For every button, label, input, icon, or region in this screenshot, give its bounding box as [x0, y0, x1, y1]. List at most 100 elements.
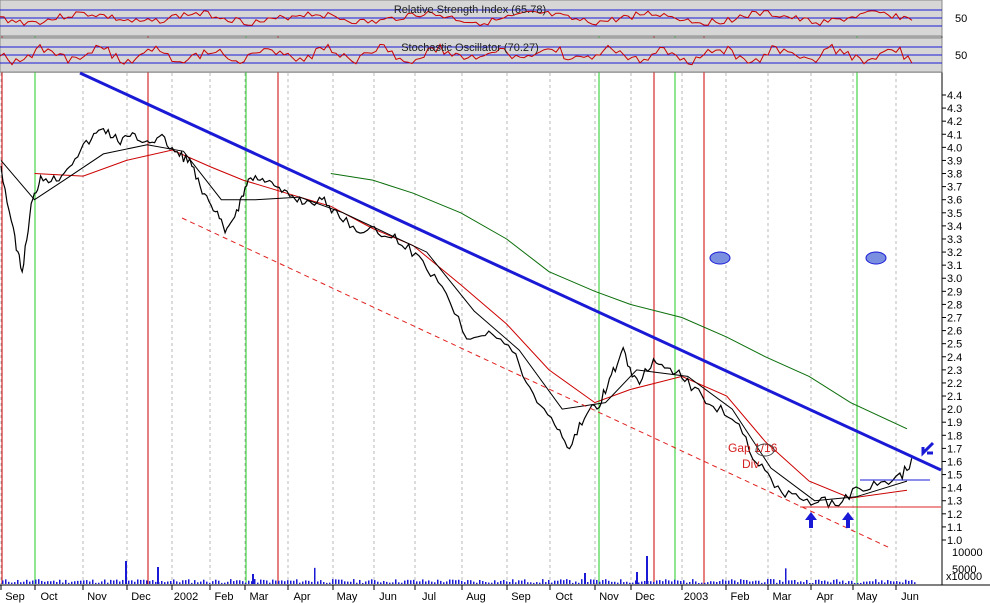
volume-bar	[356, 582, 358, 584]
x-tick-label: 2003	[684, 591, 708, 603]
volume-bar	[665, 579, 667, 584]
volume-bar	[401, 582, 403, 584]
x-tick-label: Mar	[773, 591, 792, 603]
volume-bar	[157, 567, 159, 584]
volume-bar	[740, 579, 742, 584]
volume-bar	[674, 579, 676, 584]
volume-bar	[623, 582, 625, 584]
volume-bar	[110, 579, 112, 584]
volume-bar	[29, 581, 31, 584]
y-tick-label: 4.0	[947, 142, 962, 154]
volume-bar	[560, 579, 562, 584]
volume-bar	[431, 581, 433, 584]
volume-bar	[875, 579, 877, 584]
volume-bar	[275, 580, 277, 584]
volume-bar	[476, 582, 478, 584]
volume-bar	[572, 582, 574, 584]
volume-bar	[599, 581, 601, 584]
volume-bar	[902, 582, 904, 584]
volume-bar	[869, 581, 871, 584]
volume-bar	[659, 580, 661, 584]
volume-bar	[851, 580, 853, 584]
volume-bar	[287, 580, 289, 584]
volume-bar	[506, 581, 508, 584]
volume-bar	[299, 582, 301, 584]
volume-bar	[782, 581, 784, 584]
volume-bar	[365, 581, 367, 584]
y-tick-label: 1.6	[947, 456, 962, 468]
indicator-line	[0, 10, 913, 27]
volume-bar	[23, 581, 25, 584]
volume-bar	[47, 581, 49, 584]
volume-bar	[668, 580, 670, 584]
volume-bar	[893, 581, 895, 584]
x-tick-label: Oct	[40, 591, 57, 603]
volume-bar	[254, 579, 256, 584]
volume-bar	[248, 580, 250, 584]
volume-bar	[80, 580, 82, 584]
volume-bar	[764, 582, 766, 584]
volume-bar	[491, 582, 493, 584]
volume-bar	[800, 581, 802, 584]
volume-bar	[638, 582, 640, 584]
volume-bar	[212, 581, 214, 584]
x-tick-label: Jun	[379, 591, 397, 603]
volume-bar	[455, 580, 457, 584]
volume-bar	[914, 582, 916, 584]
volume-bar	[488, 582, 490, 584]
volume-bar	[854, 582, 856, 584]
y-tick-label: 3.7	[947, 182, 962, 194]
volume-bar	[173, 579, 175, 584]
volume-bar	[737, 582, 739, 584]
volume-bar	[260, 579, 262, 584]
volume-bar	[236, 580, 238, 584]
x-tick-label: Apr	[816, 591, 833, 603]
volume-bar	[812, 582, 814, 584]
volume-bar	[779, 580, 781, 584]
volume-bar	[245, 582, 247, 584]
volume-bar	[872, 581, 874, 584]
volume-bar	[104, 579, 106, 584]
volume-bar	[128, 580, 130, 584]
x-tick-label: Aug	[466, 591, 486, 603]
volume-bar	[239, 580, 241, 584]
volume-bar	[707, 582, 709, 584]
volume-bar	[263, 579, 265, 584]
volume-bar	[554, 580, 556, 584]
y-tick-label: 1.7	[947, 443, 962, 455]
volume-bar	[434, 582, 436, 584]
volume-bar	[323, 581, 325, 584]
volume-bar	[338, 579, 340, 584]
volume-bar	[20, 582, 22, 584]
volume-bar	[512, 579, 514, 584]
volume-bar	[17, 579, 19, 584]
volume-bar	[233, 581, 235, 584]
volume-bar	[770, 579, 772, 584]
volume-bar	[636, 572, 638, 584]
volume-bar	[98, 582, 100, 584]
volume-bar	[203, 579, 205, 584]
volume-bar	[374, 580, 376, 584]
x-tick-label: Feb	[215, 591, 234, 603]
volume-bar	[293, 580, 295, 584]
volume-bar	[662, 581, 664, 584]
volume-bar	[326, 582, 328, 584]
volume-bar	[881, 580, 883, 584]
y-tick-label: 2.0	[947, 404, 962, 416]
up-arrow-icon	[842, 512, 854, 528]
volume-bar	[809, 582, 811, 584]
volume-bar	[14, 582, 16, 584]
volume-bar	[509, 582, 511, 584]
volume-bar	[836, 579, 838, 584]
volume-bar	[611, 581, 613, 584]
volume-bar	[278, 580, 280, 584]
volume-bar	[794, 579, 796, 584]
volume-bar	[479, 579, 481, 584]
x-tick-label: 2002	[174, 591, 198, 603]
y-tick-label: 3.1	[947, 260, 962, 272]
volume-bar	[329, 582, 331, 584]
volume-bar	[884, 582, 886, 584]
volume-bar	[827, 581, 829, 584]
volume-bar	[545, 582, 547, 584]
volume-bar	[896, 581, 898, 584]
